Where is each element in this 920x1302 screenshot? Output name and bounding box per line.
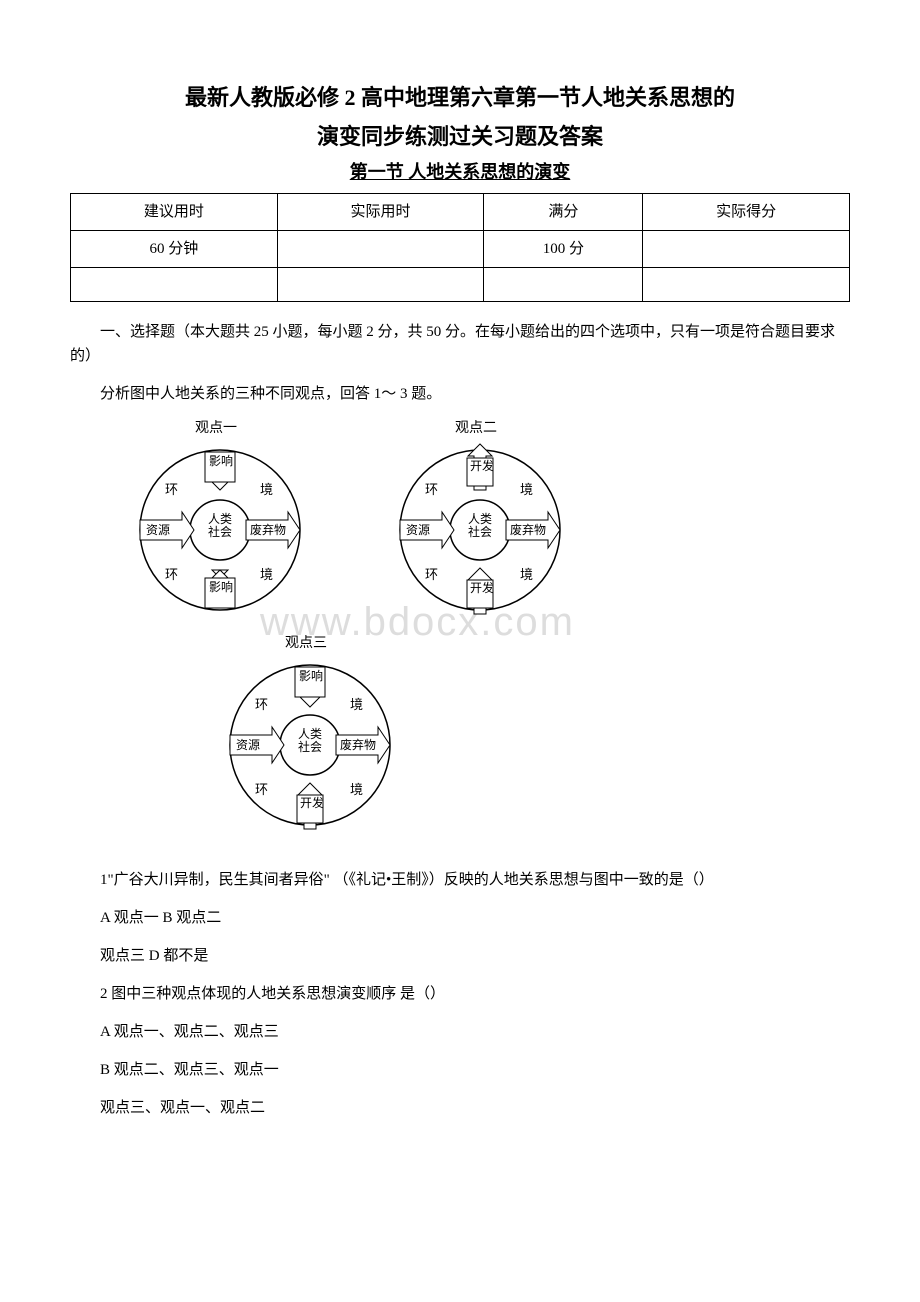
table-header-cell: 建议用时 — [71, 194, 278, 231]
diagram-right-label: 废弃物 — [510, 521, 546, 540]
question-2-text: 2 图中三种观点体现的人地关系思想演变顺序 是（） — [70, 982, 850, 1006]
diagram-center-label: 人类社会 — [208, 513, 232, 539]
table-cell: 60 分钟 — [71, 231, 278, 268]
table-cell — [484, 268, 643, 302]
table-row: 建议用时 实际用时 满分 实际得分 — [71, 194, 850, 231]
diagram-left-label: 资源 — [146, 521, 170, 540]
question-1-text: 1"广谷大川异制，民生其间者异俗" （《礼记•王制》）反映的人地关系思想与图中一… — [70, 868, 850, 892]
diagram-right-label: 废弃物 — [340, 736, 376, 755]
question-2-option-a: A 观点一、观点二、观点三 — [70, 1020, 850, 1044]
diagram-ring-bl: 环 — [425, 565, 438, 586]
table-row: 60 分钟 100 分 — [71, 231, 850, 268]
diagram-ring-br: 境 — [260, 565, 273, 586]
doc-title-line1: 最新人教版必修 2 高中地理第六章第一节人地关系思想的 — [70, 80, 850, 115]
doc-title-line2: 演变同步练测过关习题及答案 — [70, 119, 850, 154]
table-header-cell: 满分 — [484, 194, 643, 231]
table-cell — [643, 231, 850, 268]
diagram-title: 观点一 — [195, 418, 237, 440]
section-intro: 一、选择题（本大题共 25 小题，每小题 2 分，共 50 分。在每小题给出的四… — [70, 320, 850, 368]
diagram-ring-tl: 环 — [255, 695, 268, 716]
diagram-center-label: 人类社会 — [468, 513, 492, 539]
diagram-viewpoint-2: 观点二 开发 开发 资源 废弃物 人类社会 环 境 环 境 — [370, 420, 590, 620]
diagram-right-label: 废弃物 — [250, 521, 286, 540]
table-cell — [277, 268, 484, 302]
diagram-viewpoint-1: 观点一 影响 影响 资源 废弃物 人类社会 环 境 环 境 — [110, 420, 330, 620]
question-1-option-ab: A 观点一 B 观点二 — [70, 906, 850, 930]
diagram-center-label: 人类社会 — [298, 728, 322, 754]
question-prompt: 分析图中人地关系的三种不同观点，回答 1～ 3 题。 — [70, 382, 850, 406]
table-cell — [277, 231, 484, 268]
question-2-option-b: B 观点二、观点三、观点一 — [70, 1058, 850, 1082]
diagram-area: www.bdocx.com 观点一 影响 影响 资源 废弃物 人类社会 环 境 … — [110, 420, 670, 850]
diagram-bottom-label: 开发 — [470, 582, 494, 595]
table-cell — [71, 268, 278, 302]
table-cell — [643, 268, 850, 302]
diagram-top-label: 影响 — [209, 455, 233, 468]
info-table: 建议用时 实际用时 满分 实际得分 60 分钟 100 分 — [70, 193, 850, 302]
diagram-bottom-label: 影响 — [209, 581, 233, 594]
table-header-cell: 实际用时 — [277, 194, 484, 231]
diagram-top-label: 开发 — [470, 460, 494, 473]
table-cell: 100 分 — [484, 231, 643, 268]
table-header-cell: 实际得分 — [643, 194, 850, 231]
diagram-bottom-label: 开发 — [300, 797, 324, 810]
diagram-ring-br: 境 — [350, 780, 363, 801]
diagram-viewpoint-3: 观点三 影响 开发 资源 废弃物 人类社会 环 境 环 境 — [200, 635, 420, 835]
diagram-title: 观点三 — [285, 633, 327, 655]
diagram-ring-tr: 境 — [260, 480, 273, 501]
diagram-left-label: 资源 — [236, 736, 260, 755]
question-2-option-c: 观点三、观点一、观点二 — [70, 1096, 850, 1120]
table-row — [71, 268, 850, 302]
diagram-ring-bl: 环 — [165, 565, 178, 586]
diagram-ring-tr: 境 — [350, 695, 363, 716]
diagram-ring-br: 境 — [520, 565, 533, 586]
question-1-option-cd: 观点三 D 都不是 — [70, 944, 850, 968]
diagram-left-label: 资源 — [406, 521, 430, 540]
diagram-ring-bl: 环 — [255, 780, 268, 801]
diagram-ring-tr: 境 — [520, 480, 533, 501]
doc-subtitle: 第一节 人地关系思想的演变 — [70, 158, 850, 187]
diagram-title: 观点二 — [455, 418, 497, 440]
diagram-ring-tl: 环 — [165, 480, 178, 501]
diagram-ring-tl: 环 — [425, 480, 438, 501]
diagram-top-label: 影响 — [299, 670, 323, 683]
